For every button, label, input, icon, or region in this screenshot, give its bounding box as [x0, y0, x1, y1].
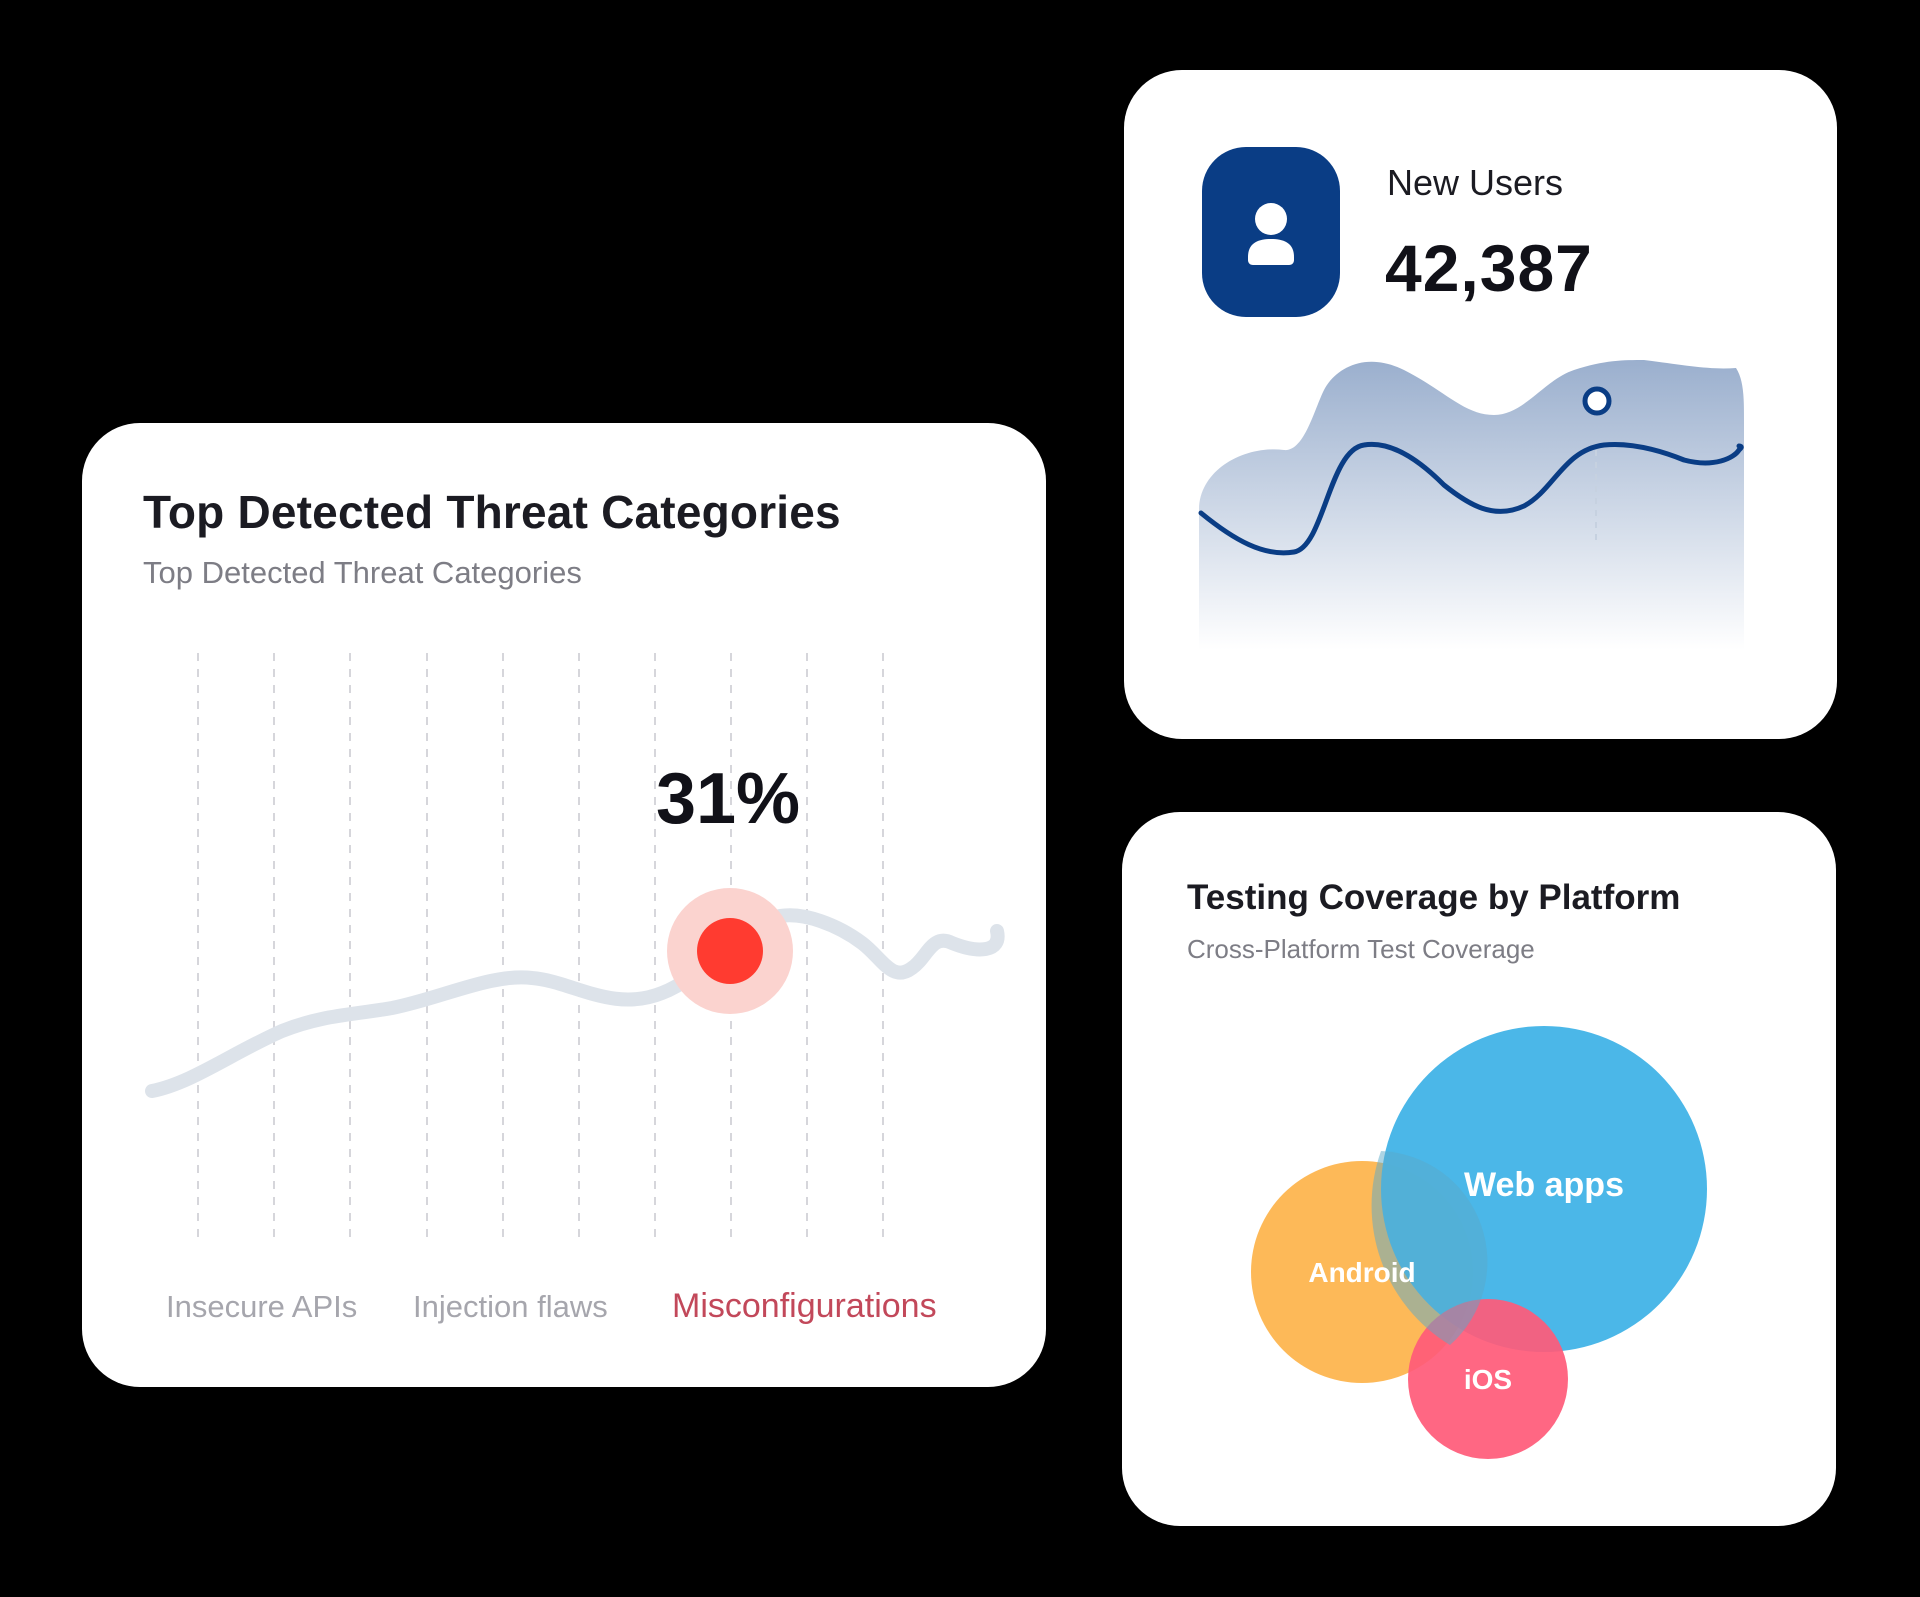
new-users-card: New Users 42,387: [1124, 70, 1837, 739]
testing-coverage-card: Testing Coverage by Platform Cross-Platf…: [1122, 812, 1836, 1526]
user-icon: [1202, 147, 1340, 317]
threat-categories-card: Top Detected Threat Categories Top Detec…: [82, 423, 1046, 1387]
label-ios: iOS: [1464, 1364, 1512, 1395]
new-users-sparkline: [1198, 360, 1744, 650]
coverage-bubble-chart: Web apps Android iOS: [1251, 1026, 1707, 1459]
category-injection-flaws[interactable]: Injection flaws: [413, 1289, 608, 1324]
label-android: Android: [1308, 1257, 1415, 1288]
highlight-value: 31%: [656, 759, 800, 839]
threat-card-subtitle: Top Detected Threat Categories: [143, 555, 582, 590]
new-users-value: 42,387: [1385, 231, 1593, 305]
coverage-title: Testing Coverage by Platform: [1187, 878, 1681, 917]
category-misconfigurations[interactable]: Misconfigurations: [672, 1287, 937, 1325]
category-insecure-apis[interactable]: Insecure APIs: [166, 1289, 358, 1324]
highlight-point[interactable]: [697, 918, 763, 984]
threat-trend-chart: 31%: [145, 653, 1005, 1243]
peak-marker[interactable]: [1582, 386, 1612, 416]
label-web-apps: Web apps: [1464, 1166, 1624, 1204]
threat-card-title: Top Detected Threat Categories: [143, 486, 841, 538]
coverage-subtitle: Cross-Platform Test Coverage: [1187, 934, 1535, 964]
new-users-label: New Users: [1387, 162, 1564, 203]
threat-trend-line: [145, 908, 1005, 1098]
overlap-android-web: [1371, 1151, 1488, 1345]
sparkline-line: [1198, 441, 1744, 556]
